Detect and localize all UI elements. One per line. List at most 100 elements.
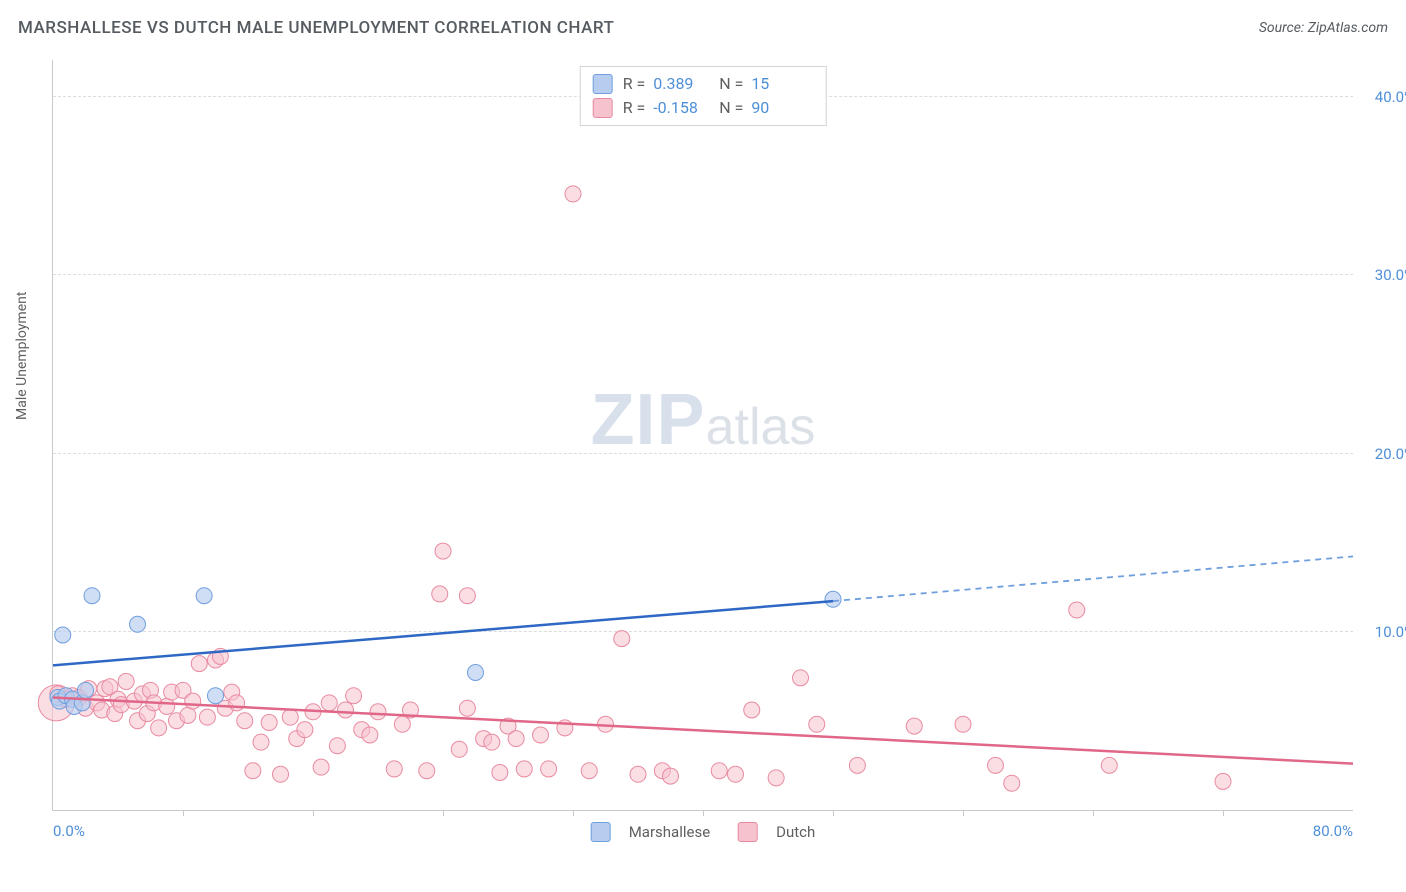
point-dutch — [229, 695, 245, 711]
scatter-svg — [53, 60, 1353, 810]
point-dutch — [1069, 602, 1085, 618]
plot-area: ZIPatlas 10.0%20.0%30.0%40.0% R = 0.389 … — [52, 60, 1353, 811]
point-marshallese — [825, 591, 841, 607]
regression-line — [53, 601, 833, 665]
chart-header: MARSHALLESE VS DUTCH MALE UNEMPLOYMENT C… — [18, 18, 1388, 38]
x-tick — [1093, 810, 1094, 816]
point-dutch — [484, 734, 500, 750]
point-dutch — [432, 586, 448, 602]
point-dutch — [329, 738, 345, 754]
y-tick-label: 30.0% — [1375, 266, 1406, 284]
point-dutch — [744, 702, 760, 718]
point-dutch — [237, 713, 253, 729]
point-dutch — [297, 722, 313, 738]
x-tick — [573, 810, 574, 816]
legend-label: Marshallese — [629, 823, 710, 841]
point-dutch — [459, 700, 475, 716]
y-axis-label: Male Unemployment — [14, 292, 30, 420]
point-dutch — [849, 757, 865, 773]
n-value: 90 — [751, 96, 813, 120]
point-dutch — [1101, 757, 1117, 773]
point-dutch — [614, 631, 630, 647]
point-dutch — [508, 731, 524, 747]
point-marshallese — [84, 588, 100, 604]
legend-item-dutch: Dutch — [738, 822, 815, 842]
point-dutch — [451, 741, 467, 757]
r-value: 0.389 — [653, 72, 715, 96]
chart-source: Source: ZipAtlas.com — [1259, 20, 1388, 36]
y-tick-label: 10.0% — [1375, 623, 1406, 641]
n-label: N = — [719, 96, 743, 120]
point-dutch — [809, 716, 825, 732]
legend-row-marshallese: R = 0.389 N = 15 — [593, 72, 814, 96]
point-dutch — [581, 763, 597, 779]
point-dutch — [516, 761, 532, 777]
point-dutch — [151, 720, 167, 736]
x-tick-label: 80.0% — [1313, 822, 1353, 840]
swatch-blue-icon — [591, 822, 611, 842]
point-dutch — [261, 715, 277, 731]
point-dutch — [768, 770, 784, 786]
point-dutch — [565, 186, 581, 202]
point-dutch — [711, 763, 727, 779]
regression-line — [833, 556, 1353, 601]
point-dutch — [663, 768, 679, 784]
point-dutch — [346, 688, 362, 704]
x-tick — [963, 810, 964, 816]
point-dutch — [159, 698, 175, 714]
point-dutch — [533, 727, 549, 743]
point-dutch — [1215, 773, 1231, 789]
x-tick — [443, 810, 444, 816]
source-name: ZipAtlas.com — [1308, 20, 1388, 36]
point-dutch — [988, 757, 1004, 773]
correlation-legend: R = 0.389 N = 15 R = -0.158 N = 90 — [580, 66, 827, 126]
x-tick — [833, 810, 834, 816]
x-tick — [1223, 810, 1224, 816]
point-dutch — [362, 727, 378, 743]
r-label: R = — [623, 72, 646, 96]
point-dutch — [199, 709, 215, 725]
point-dutch — [386, 761, 402, 777]
point-dutch — [370, 704, 386, 720]
point-dutch — [630, 766, 646, 782]
point-dutch — [245, 763, 261, 779]
swatch-blue-icon — [593, 74, 613, 94]
y-tick-label: 40.0% — [1375, 88, 1406, 106]
swatch-pink-icon — [593, 98, 613, 118]
point-dutch — [435, 543, 451, 559]
point-dutch — [273, 766, 289, 782]
regression-line — [53, 698, 1353, 764]
x-tick-label: 0.0% — [53, 822, 85, 840]
point-marshallese — [196, 588, 212, 604]
point-dutch — [955, 716, 971, 732]
point-marshallese — [78, 682, 94, 698]
x-tick — [703, 810, 704, 816]
point-dutch — [793, 670, 809, 686]
source-prefix: Source: — [1259, 20, 1308, 36]
legend-item-marshallese: Marshallese — [591, 822, 710, 842]
x-tick — [313, 810, 314, 816]
point-dutch — [492, 765, 508, 781]
point-dutch — [191, 656, 207, 672]
point-marshallese — [130, 616, 146, 632]
point-dutch — [338, 702, 354, 718]
n-label: N = — [719, 72, 743, 96]
point-dutch — [253, 734, 269, 750]
series-legend: Marshallese Dutch — [591, 822, 816, 842]
point-dutch — [906, 718, 922, 734]
point-dutch — [180, 707, 196, 723]
point-marshallese — [55, 627, 71, 643]
chart-title: MARSHALLESE VS DUTCH MALE UNEMPLOYMENT C… — [18, 18, 614, 38]
point-dutch — [728, 766, 744, 782]
point-dutch — [313, 759, 329, 775]
legend-row-dutch: R = -0.158 N = 90 — [593, 96, 814, 120]
point-marshallese — [208, 688, 224, 704]
point-dutch — [541, 761, 557, 777]
point-dutch — [321, 695, 337, 711]
point-dutch — [118, 673, 134, 689]
point-dutch — [394, 716, 410, 732]
swatch-pink-icon — [738, 822, 758, 842]
point-dutch — [185, 693, 201, 709]
r-value: -0.158 — [653, 96, 715, 120]
legend-label: Dutch — [776, 823, 815, 841]
